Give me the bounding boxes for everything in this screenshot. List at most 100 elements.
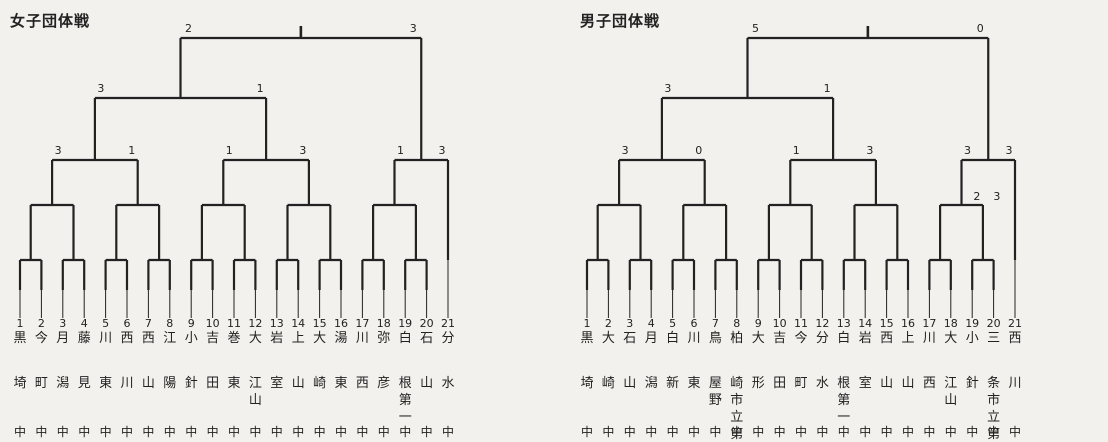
- team-name-char: 分: [441, 331, 454, 346]
- team-number: 18: [944, 317, 958, 330]
- team-name-char: 川: [687, 331, 700, 346]
- team-suffix: 中: [945, 424, 957, 439]
- team-number: 9: [188, 317, 195, 330]
- score-quarter: 3: [55, 144, 62, 157]
- team-name-char: 白: [666, 330, 679, 346]
- team-number: 14: [291, 317, 305, 330]
- team-name-char: 三: [987, 331, 1000, 346]
- team-name-char: 一: [837, 410, 850, 425]
- team-name-char: 鳥: [709, 331, 722, 346]
- team-name-char: 大: [313, 331, 326, 346]
- team-name-char: 江: [249, 376, 262, 391]
- team-number: 2: [605, 317, 612, 330]
- team-name-char: 第: [837, 393, 850, 408]
- team-name-char: 山: [623, 376, 636, 391]
- team-suffix: 中: [624, 424, 636, 439]
- team-name-char: 条: [987, 375, 1000, 391]
- score-quarter: 1: [226, 144, 233, 157]
- team-name-char: 田: [206, 376, 219, 391]
- team-name-char: 第: [399, 393, 412, 408]
- team-name-char: 藤: [78, 331, 91, 346]
- team-suffix: 中: [838, 424, 850, 439]
- team-suffix: 中: [859, 424, 871, 439]
- score-quarter: 3: [439, 144, 446, 157]
- score-extra: 3: [993, 190, 1000, 203]
- team-name-char: 川: [356, 331, 369, 346]
- team-name-char: 西: [120, 331, 133, 346]
- team-suffix: 中: [57, 424, 69, 439]
- team-suffix: 中: [1009, 424, 1021, 439]
- team-name-char: 埼: [580, 376, 593, 391]
- team-number: 14: [858, 317, 872, 330]
- team-suffix: 中: [399, 424, 411, 439]
- team-name-char: 崎: [730, 376, 743, 391]
- team-number: 21: [441, 317, 455, 330]
- team-number: 1: [584, 317, 591, 330]
- team-number: 7: [712, 317, 719, 330]
- team-name-char: 野: [709, 393, 722, 408]
- team-name-char: 岩: [859, 331, 872, 346]
- team-name-char: 一: [399, 410, 412, 425]
- team-suffix: 中: [442, 424, 454, 439]
- team-number: 8: [733, 317, 740, 330]
- team-name-char: 崎: [602, 376, 615, 391]
- team-suffix: 中: [271, 424, 283, 439]
- team-suffix: 中: [121, 424, 133, 439]
- team-number: 3: [626, 317, 633, 330]
- team-number: 18: [377, 317, 391, 330]
- team-number: 12: [248, 317, 262, 330]
- score-quarter: 3: [1006, 144, 1013, 157]
- team-name-char: 柏: [730, 331, 743, 346]
- team-name-char: 立: [987, 410, 1000, 425]
- team-name-char: 潟: [645, 376, 658, 391]
- score-final: 3: [410, 22, 417, 35]
- team-suffix: 中: [645, 424, 657, 439]
- team-name-char: 石: [420, 331, 433, 346]
- team-name-char: 西: [356, 376, 369, 391]
- team-name-char: 上: [901, 331, 914, 346]
- team-number: 10: [773, 317, 787, 330]
- team-name-char: 巻: [227, 331, 240, 346]
- score-quarter: 1: [793, 144, 800, 157]
- team-name-char: 白: [837, 330, 850, 346]
- team-name-char: 町: [35, 376, 48, 391]
- team-name-char: 山: [249, 393, 262, 408]
- team-name-char: 市: [730, 392, 743, 408]
- team-name-char: 黒: [13, 331, 26, 346]
- team-name-char: 西: [142, 331, 155, 346]
- team-number: 15: [313, 317, 327, 330]
- team-number: 13: [837, 317, 851, 330]
- score-quarter: 3: [964, 144, 971, 157]
- team-suffix: 中: [752, 424, 764, 439]
- team-suffix: 中: [14, 424, 26, 439]
- team-number: 16: [334, 317, 348, 330]
- team-number: 17: [922, 317, 936, 330]
- team-suffix: 中: [164, 424, 176, 439]
- team-name-char: 湯: [334, 331, 347, 346]
- team-suffix: 中: [314, 424, 326, 439]
- team-name-char: 西: [923, 376, 936, 391]
- team-name-char: 水: [441, 376, 454, 391]
- score-semi: 3: [97, 82, 104, 95]
- team-suffix: 中: [356, 424, 368, 439]
- team-suffix: 中: [292, 424, 304, 439]
- team-suffix: 中: [731, 424, 743, 439]
- team-number: 19: [965, 317, 979, 330]
- team-name-char: 彦: [377, 375, 390, 391]
- team-number: 9: [755, 317, 762, 330]
- team-suffix: 中: [78, 424, 90, 439]
- team-number: 12: [815, 317, 829, 330]
- score-quarter: 0: [695, 144, 702, 157]
- team-name-char: 月: [56, 331, 69, 346]
- team-number: 11: [227, 317, 241, 330]
- team-suffix: 中: [988, 424, 1000, 439]
- team-suffix: 中: [581, 424, 593, 439]
- score-quarter: 3: [299, 144, 306, 157]
- team-number: 10: [206, 317, 220, 330]
- score-quarter: 3: [866, 144, 873, 157]
- team-name-char: 川: [99, 331, 112, 346]
- team-name-char: 吉: [773, 331, 786, 346]
- team-name-char: 吉: [206, 331, 219, 346]
- team-name-char: 小: [966, 331, 979, 346]
- team-name-char: 山: [880, 376, 893, 391]
